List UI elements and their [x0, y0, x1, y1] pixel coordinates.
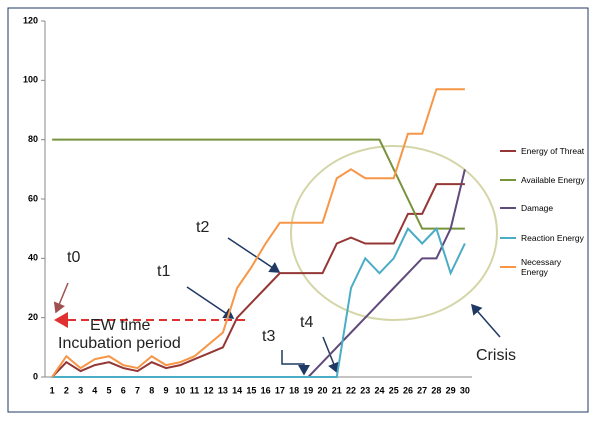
x-tick-label: 26 [403, 385, 413, 395]
annotation: t0 [67, 249, 80, 266]
crisis-arrow [471, 303, 501, 338]
legend-swatch [500, 237, 516, 239]
x-tick-label: 11 [190, 385, 200, 395]
x-tick-label: 27 [417, 385, 427, 395]
x-tick-label: 5 [107, 385, 112, 395]
series-line [52, 138, 465, 230]
x-tick-label: 16 [261, 385, 271, 395]
y-tick-label: 60 [28, 193, 38, 203]
legend-label: Reaction Energy [521, 233, 584, 243]
x-tick-label: 23 [360, 385, 370, 395]
annotation: t4 [300, 314, 313, 331]
y-tick-label: 80 [28, 134, 38, 144]
annotation: t2 [196, 219, 209, 236]
x-tick-label: 17 [275, 385, 285, 395]
y-tick-label: 100 [23, 75, 38, 85]
x-tick-label: 13 [218, 385, 228, 395]
x-tick-label: 24 [374, 385, 384, 395]
x-tick-label: 7 [135, 385, 140, 395]
t3-arrow [281, 350, 310, 376]
x-tick-label: 20 [318, 385, 328, 395]
x-tick-label: 2 [64, 385, 69, 395]
y-tick-label: 120 [23, 15, 38, 25]
t0-arrow [53, 282, 69, 314]
x-tick-label: 4 [92, 385, 97, 395]
x-tick-label: 28 [431, 385, 441, 395]
legend-label: Necessary Energy [521, 257, 562, 277]
x-tick-label: 9 [163, 385, 168, 395]
y-tick-label: 20 [28, 312, 38, 322]
x-tick-label: 21 [332, 385, 342, 395]
series-line [51, 88, 465, 378]
y-tick-label: 40 [28, 253, 38, 263]
legend-label: Damage [521, 203, 554, 213]
annotation: EW time [90, 317, 151, 334]
x-tick-label: 15 [246, 385, 256, 395]
annotation: Crisis [476, 347, 516, 364]
x-tick-label: 29 [446, 385, 456, 395]
t1-arrow [186, 286, 235, 319]
x-tick-label: 1 [50, 385, 55, 395]
x-tick-label: 18 [289, 385, 299, 395]
y-tick-label: 0 [33, 371, 38, 381]
x-tick-label: 22 [346, 385, 356, 395]
x-tick-label: 6 [121, 385, 126, 395]
legend-label: Energy of Threat [521, 146, 585, 156]
x-tick-label: 3 [78, 385, 83, 395]
legend-swatch [500, 179, 516, 181]
x-tick-label: 25 [389, 385, 399, 395]
legend-swatch [500, 207, 516, 209]
annotation: Incubation period [58, 335, 181, 352]
annotation: t1 [157, 263, 170, 280]
legend-swatch [500, 266, 516, 268]
x-tick-label: 19 [303, 385, 313, 395]
series-line [52, 226, 466, 378]
x-tick-label: 12 [204, 385, 214, 395]
frame [7, 7, 589, 413]
x-tick-label: 30 [460, 385, 470, 395]
legend-label: Available Energy [521, 175, 585, 185]
series-line [51, 183, 465, 378]
x-tick-label: 14 [232, 385, 242, 395]
t2-arrow [227, 237, 281, 273]
crisis-ellipse [290, 145, 498, 321]
annotation: t3 [262, 328, 275, 345]
x-tick-label: 10 [175, 385, 185, 395]
legend-swatch [500, 150, 516, 152]
x-tick-label: 8 [149, 385, 154, 395]
